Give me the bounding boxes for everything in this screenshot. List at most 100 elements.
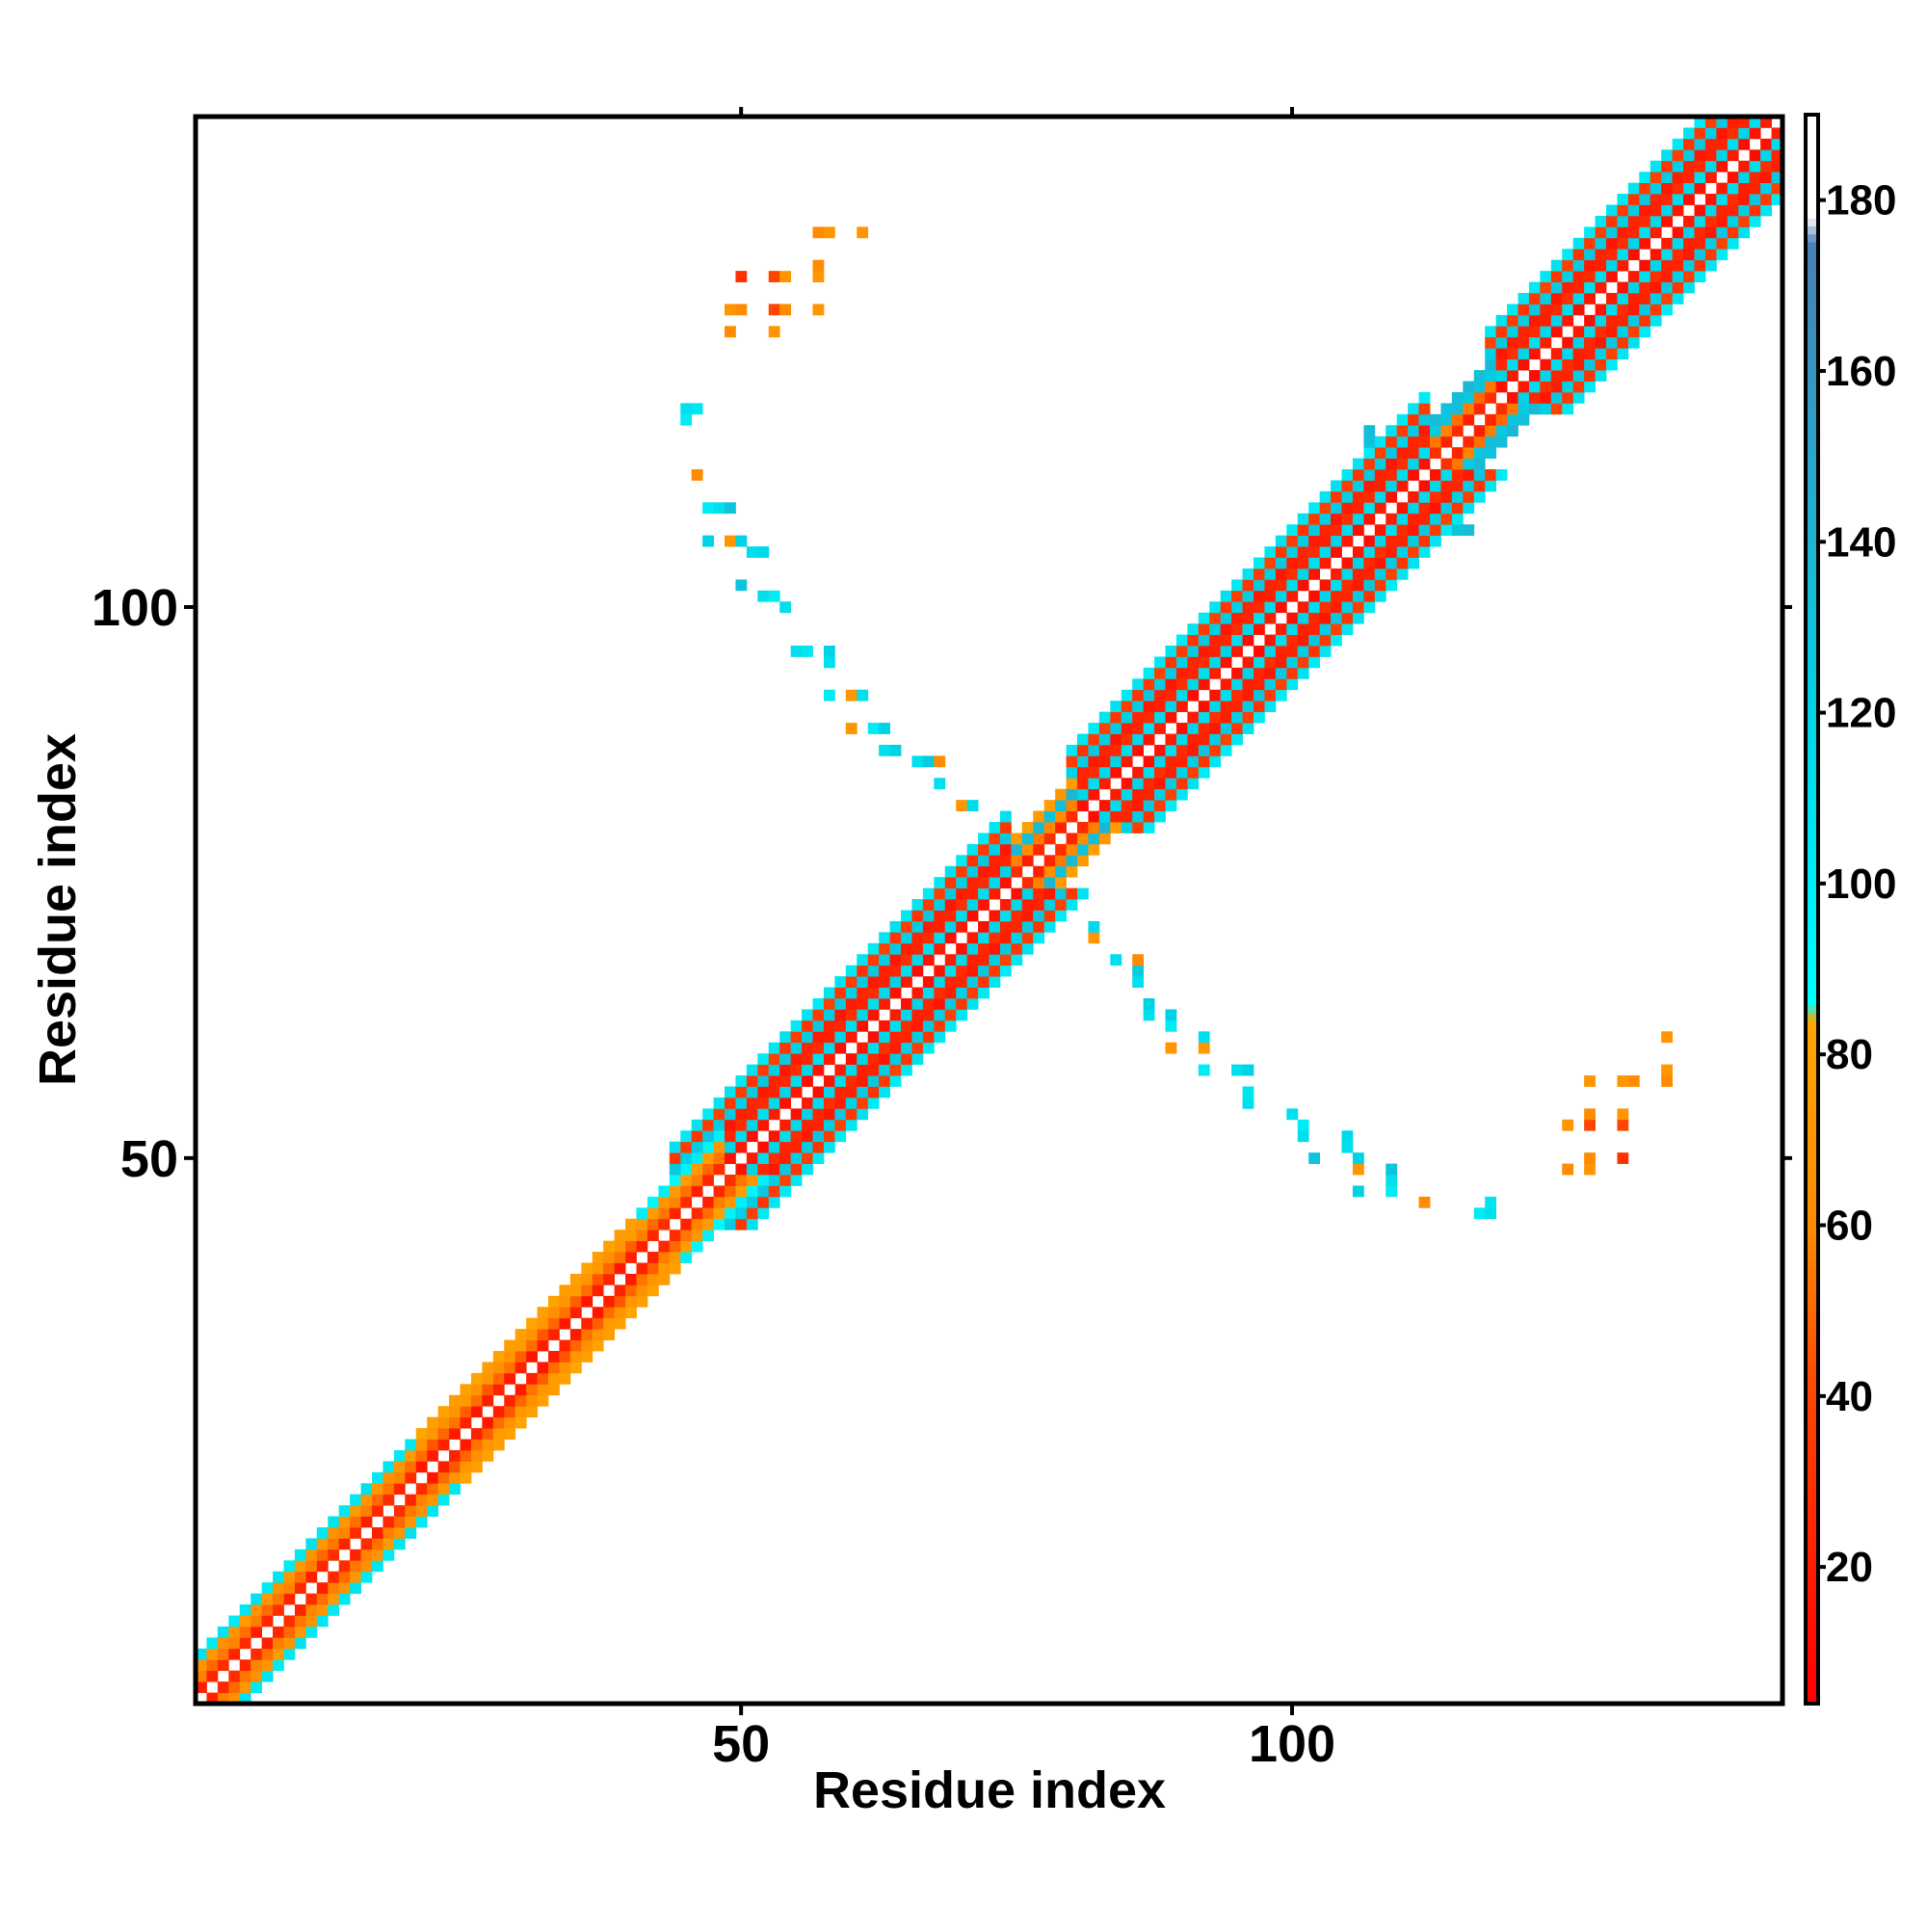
heatmap-cell — [1572, 237, 1585, 250]
heatmap-cell — [559, 1307, 571, 1319]
heatmap-cell — [1716, 249, 1729, 261]
heatmap-cell — [790, 1141, 803, 1153]
heatmap-cell — [1209, 689, 1222, 701]
colorbar-segment — [1806, 853, 1818, 862]
heatmap-cell — [867, 1031, 880, 1044]
heatmap-cell — [1154, 755, 1166, 768]
heatmap-cell — [273, 1637, 284, 1650]
heatmap-cell — [1507, 304, 1518, 316]
heatmap-cell — [922, 1042, 935, 1054]
heatmap-cell — [922, 942, 935, 955]
heatmap-cell — [1704, 160, 1717, 172]
heatmap-cell — [1175, 766, 1188, 779]
heatmap-cell — [691, 1207, 703, 1220]
heatmap-cell — [1098, 766, 1111, 779]
heatmap-cell — [1408, 502, 1419, 515]
heatmap-cell — [1606, 348, 1618, 360]
heatmap-cell — [834, 998, 847, 1010]
colorbar-segment — [1806, 1354, 1818, 1363]
heatmap-cell — [470, 1428, 483, 1440]
heatmap-cell — [449, 1416, 461, 1429]
heatmap-cell — [790, 1019, 803, 1032]
heatmap-cell — [1584, 314, 1596, 327]
heatmap-cell — [790, 1163, 803, 1176]
heatmap-cell — [1175, 678, 1188, 691]
heatmap-cell — [1396, 425, 1409, 437]
heatmap-cell — [1363, 480, 1376, 492]
heatmap-cell — [526, 1351, 538, 1363]
heatmap-cell — [393, 1527, 406, 1539]
heatmap-cell — [338, 1527, 351, 1539]
heatmap-cell — [1661, 204, 1674, 217]
heatmap-cell — [504, 1406, 516, 1418]
colorbar-segment — [1806, 1306, 1818, 1315]
heatmap-cell — [1341, 480, 1354, 492]
heatmap-cell — [1297, 568, 1309, 580]
heatmap-cell — [1639, 314, 1651, 327]
heatmap-cell — [702, 1218, 714, 1231]
heatmap-cell — [1209, 623, 1222, 635]
heatmap-cell — [857, 1053, 869, 1066]
heatmap-cell — [1672, 271, 1684, 282]
heatmap-cell — [1451, 502, 1464, 515]
heatmap-cell — [1319, 524, 1332, 537]
heatmap-cell — [1584, 293, 1596, 304]
heatmap-cell — [901, 1031, 912, 1044]
heatmap-cell — [691, 1163, 703, 1176]
heatmap-cell — [1021, 843, 1034, 856]
heatmap-cell — [1021, 877, 1034, 889]
colorbar-segment — [1806, 130, 1818, 140]
heatmap-cell — [1760, 149, 1772, 162]
heatmap-cell — [625, 1252, 637, 1263]
colorbar-segment — [1806, 671, 1818, 679]
heatmap-cell — [1704, 149, 1717, 162]
heatmap-cell — [1231, 689, 1243, 701]
heatmap-cell — [1738, 194, 1751, 205]
colorbar-segment — [1806, 806, 1818, 815]
heatmap-cell — [867, 998, 880, 1010]
heatmap-cell — [1154, 723, 1166, 734]
heatmap-cell — [1352, 1163, 1364, 1176]
heatmap-cell — [1704, 117, 1717, 128]
colorbar-segment — [1806, 377, 1818, 385]
heatmap-cell — [1550, 314, 1563, 327]
heatmap-cell — [603, 1317, 616, 1330]
heatmap-cell — [823, 656, 835, 669]
colorbar-segment — [1806, 607, 1818, 617]
heatmap-cell — [879, 1053, 890, 1066]
heatmap-cell — [460, 1471, 472, 1484]
heatmap-cell — [470, 1439, 483, 1451]
heatmap-cell — [1451, 513, 1464, 525]
colorbar-segment — [1806, 1369, 1818, 1379]
heatmap-cell — [1738, 182, 1751, 195]
heatmap-cell — [636, 1284, 648, 1297]
heatmap-cell — [614, 1284, 626, 1297]
heatmap-cell — [1363, 513, 1376, 525]
heatmap-cell — [1254, 612, 1265, 624]
heatmap-cell — [1473, 425, 1486, 437]
heatmap-cell — [1352, 568, 1364, 580]
colorbar-segment — [1806, 186, 1818, 196]
heatmap-cell — [1430, 469, 1441, 481]
heatmap-cell — [999, 920, 1012, 933]
heatmap-cell — [1143, 723, 1155, 734]
heatmap-cell — [559, 1295, 571, 1308]
heatmap-cell — [1110, 954, 1122, 966]
heatmap-cell — [978, 976, 990, 988]
colorbar-segment — [1806, 702, 1818, 711]
heatmap-cell — [1220, 701, 1232, 713]
heatmap-cell — [1033, 843, 1045, 856]
heatmap-cell — [1308, 557, 1321, 569]
heatmap-cell — [1198, 656, 1210, 669]
heatmap-cell — [790, 1108, 803, 1121]
heatmap-cell — [746, 1097, 758, 1109]
heatmap-cell — [845, 1097, 858, 1109]
heatmap-cell — [1331, 590, 1342, 602]
heatmap-cell — [482, 1384, 494, 1396]
y-axis-label: Residue index — [29, 733, 87, 1086]
heatmap-cell — [911, 987, 924, 999]
heatmap-cell — [1143, 998, 1155, 1010]
heatmap-cell — [603, 1273, 616, 1285]
heatmap-cell — [1143, 778, 1155, 790]
heatmap-cell — [1055, 887, 1067, 900]
